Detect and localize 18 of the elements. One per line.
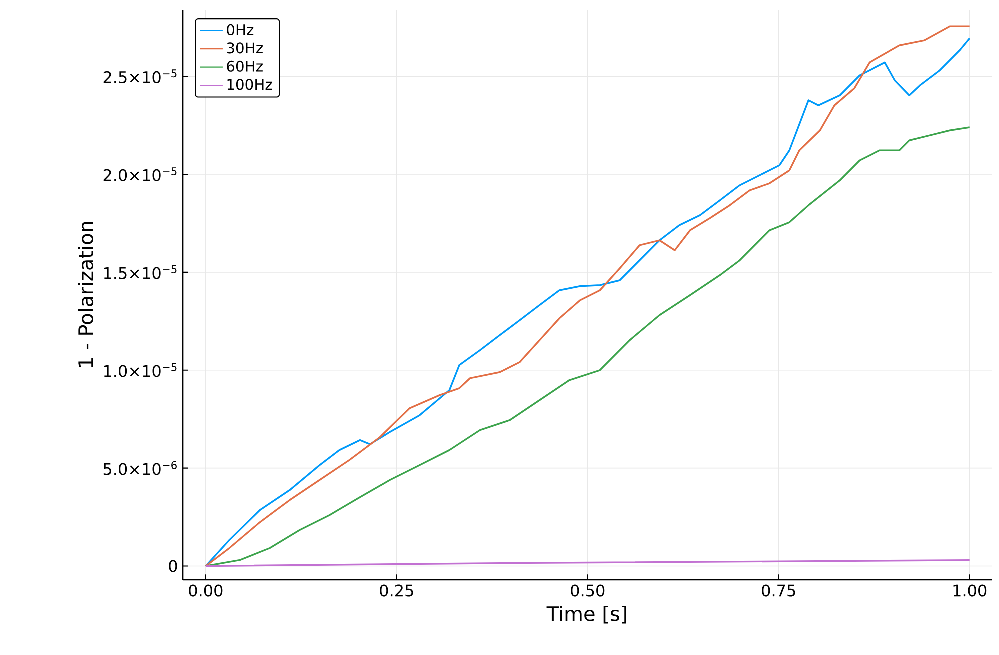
legend-label: 60Hz (227, 60, 263, 72)
y-tick-label: 5.0×10$^{−6}$ (104, 461, 177, 476)
legend-label: 100Hz (228, 79, 272, 90)
legend-label: 30Hz (227, 42, 263, 54)
line-series (205, 126, 971, 568)
y-tick-label: 2.5×10$^{−5}$ (104, 70, 177, 84)
y-axis-title: 1 - Polarization (78, 222, 94, 368)
y-tick-label: 0 (169, 560, 178, 572)
legend-label: 0Hz (227, 24, 254, 36)
y-tick-label: 1.5×10$^{−5}$ (104, 266, 177, 280)
x-tick-label: 0.50 (571, 584, 605, 597)
y-tick-label: 2.0×10$^{−5}$ (104, 168, 177, 182)
y-tick-label: 1.0×10$^{−5}$ (104, 363, 177, 378)
x-tick-label: 0.00 (189, 584, 223, 597)
x-axis-title: Time [s] (546, 606, 626, 624)
x-tick-label: 0.75 (762, 584, 796, 597)
x-tick-label: 0.25 (380, 584, 414, 597)
x-tick-label: 1.00 (954, 584, 987, 597)
